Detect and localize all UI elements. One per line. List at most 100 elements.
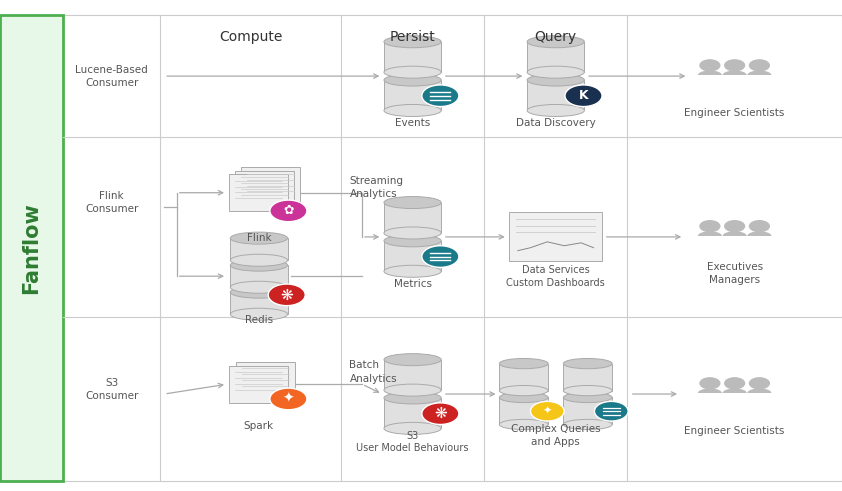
- Text: Events: Events: [395, 118, 430, 128]
- Text: ✦: ✦: [283, 392, 294, 406]
- Text: Flink: Flink: [247, 233, 271, 243]
- Circle shape: [422, 246, 459, 267]
- Ellipse shape: [230, 308, 287, 320]
- Circle shape: [269, 388, 306, 409]
- Ellipse shape: [722, 388, 747, 398]
- Bar: [695, 75, 724, 80]
- Bar: [384, 241, 441, 272]
- Text: Engineer Scientists: Engineer Scientists: [685, 108, 785, 118]
- Circle shape: [699, 377, 721, 389]
- Bar: [230, 292, 287, 314]
- Ellipse shape: [499, 392, 548, 403]
- Bar: [563, 363, 612, 391]
- Bar: [235, 171, 294, 208]
- Bar: [384, 80, 441, 110]
- Ellipse shape: [499, 419, 548, 430]
- Circle shape: [594, 402, 628, 421]
- Bar: [0, 15, 63, 481]
- Circle shape: [724, 59, 745, 72]
- Bar: [563, 398, 612, 424]
- Ellipse shape: [748, 231, 771, 241]
- Circle shape: [749, 59, 770, 72]
- Ellipse shape: [527, 66, 584, 78]
- Text: Compute: Compute: [219, 30, 282, 44]
- Ellipse shape: [384, 36, 441, 48]
- Bar: [695, 236, 724, 241]
- Ellipse shape: [384, 392, 441, 404]
- Ellipse shape: [563, 358, 612, 369]
- Ellipse shape: [748, 388, 771, 398]
- Text: Executives
Managers: Executives Managers: [706, 262, 763, 285]
- Ellipse shape: [384, 196, 441, 209]
- Bar: [527, 42, 584, 72]
- Bar: [229, 366, 288, 403]
- Ellipse shape: [698, 388, 722, 398]
- Circle shape: [565, 85, 602, 107]
- Ellipse shape: [722, 71, 747, 80]
- Ellipse shape: [527, 36, 584, 48]
- Text: ✦: ✦: [542, 406, 552, 416]
- Circle shape: [749, 220, 770, 232]
- Text: Complex Queries
and Apps: Complex Queries and Apps: [511, 424, 600, 447]
- Ellipse shape: [563, 385, 612, 396]
- Text: Lucene-Based
Consumer: Lucene-Based Consumer: [75, 64, 148, 88]
- Circle shape: [422, 403, 459, 424]
- Text: Redis: Redis: [245, 315, 273, 326]
- Ellipse shape: [230, 232, 287, 244]
- Ellipse shape: [698, 231, 722, 241]
- Ellipse shape: [698, 71, 722, 80]
- Circle shape: [268, 284, 305, 305]
- Ellipse shape: [230, 259, 287, 271]
- Ellipse shape: [384, 66, 441, 78]
- Bar: [384, 203, 441, 233]
- Bar: [384, 42, 441, 72]
- Ellipse shape: [230, 254, 287, 266]
- Bar: [721, 236, 749, 241]
- Text: Data Discovery: Data Discovery: [516, 118, 595, 128]
- Ellipse shape: [499, 358, 548, 369]
- Text: S3
Consumer: S3 Consumer: [85, 378, 138, 401]
- Bar: [509, 213, 602, 262]
- Bar: [230, 238, 287, 260]
- Ellipse shape: [384, 422, 441, 435]
- Circle shape: [530, 402, 564, 421]
- Ellipse shape: [384, 105, 441, 116]
- Bar: [695, 393, 724, 398]
- Bar: [499, 363, 548, 391]
- Text: ❋: ❋: [280, 287, 293, 302]
- Ellipse shape: [384, 235, 441, 247]
- Text: ✿: ✿: [283, 204, 294, 218]
- Bar: [721, 393, 749, 398]
- Ellipse shape: [230, 286, 287, 298]
- Ellipse shape: [230, 281, 287, 293]
- Ellipse shape: [384, 265, 441, 277]
- Bar: [230, 265, 287, 287]
- Bar: [384, 360, 441, 390]
- Text: Fanflow: Fanflow: [22, 202, 41, 294]
- Circle shape: [724, 377, 745, 389]
- Bar: [499, 398, 548, 424]
- Ellipse shape: [527, 105, 584, 116]
- Text: S3
User Model Behaviours: S3 User Model Behaviours: [356, 431, 469, 453]
- Bar: [721, 75, 749, 80]
- Text: K: K: [578, 89, 589, 102]
- Ellipse shape: [384, 384, 441, 396]
- Text: ❋: ❋: [434, 406, 447, 421]
- Circle shape: [699, 59, 721, 72]
- Text: Query: Query: [535, 30, 577, 44]
- Bar: [384, 398, 441, 428]
- Ellipse shape: [384, 354, 441, 366]
- Ellipse shape: [722, 231, 747, 241]
- Ellipse shape: [527, 74, 584, 86]
- Ellipse shape: [563, 419, 612, 430]
- Ellipse shape: [384, 74, 441, 86]
- Bar: [229, 174, 288, 211]
- Text: Data Services
Custom Dashboards: Data Services Custom Dashboards: [506, 265, 605, 288]
- Circle shape: [749, 377, 770, 389]
- Bar: [527, 80, 584, 110]
- Text: Streaming
Analytics: Streaming Analytics: [349, 176, 403, 199]
- Text: Batch
Analytics: Batch Analytics: [349, 360, 397, 383]
- Bar: [745, 393, 774, 398]
- Text: Spark: Spark: [244, 421, 274, 431]
- Text: Persist: Persist: [390, 30, 435, 44]
